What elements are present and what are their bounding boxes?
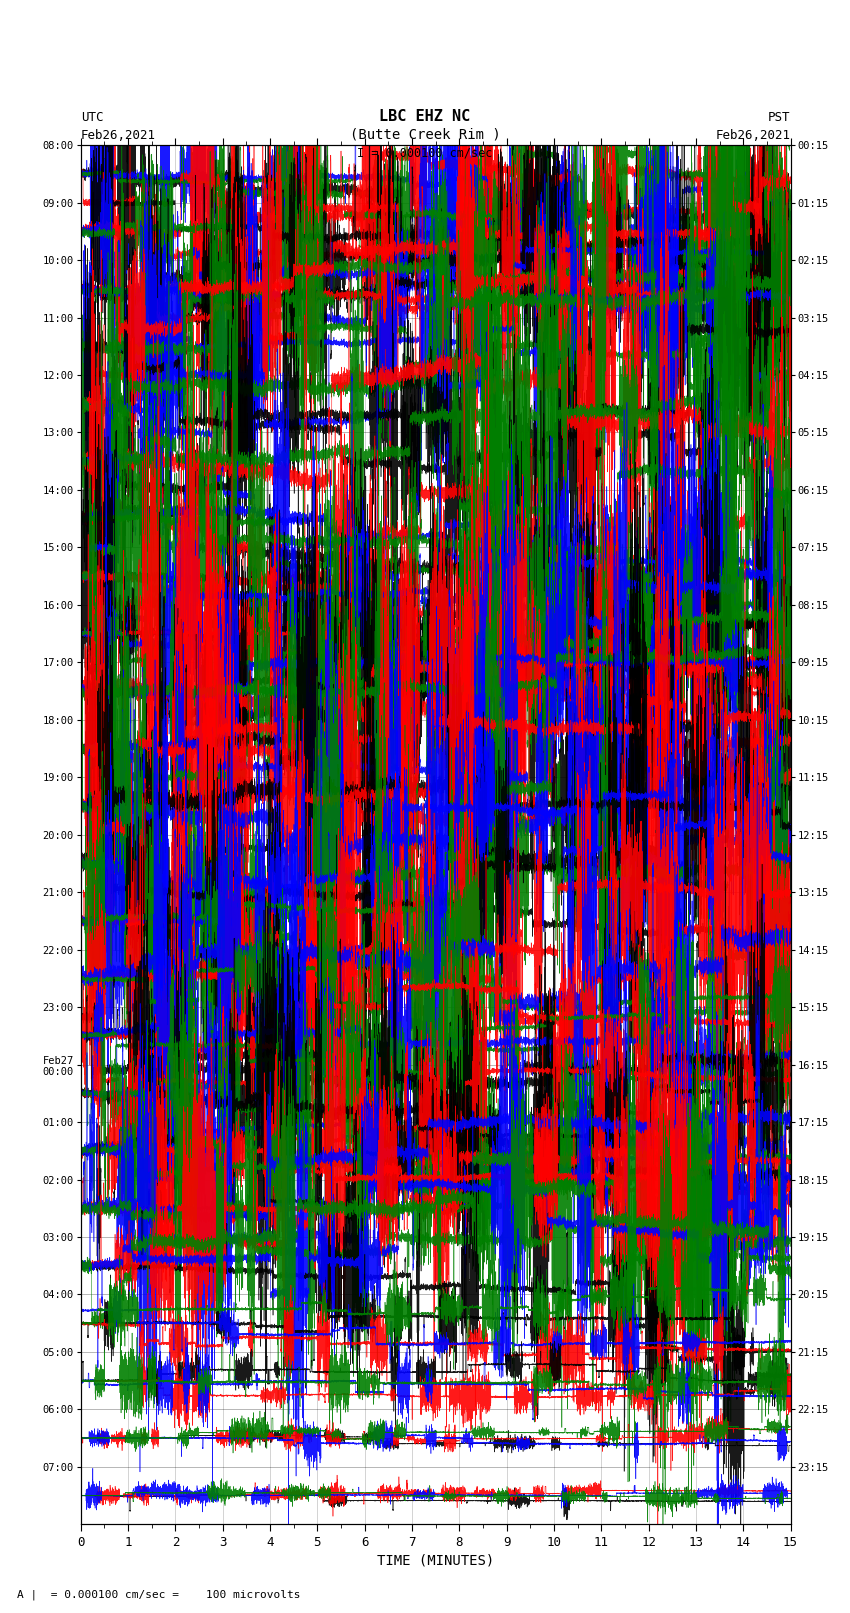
Text: I = 0.000100 cm/sec: I = 0.000100 cm/sec: [357, 147, 493, 160]
Text: UTC: UTC: [81, 111, 103, 124]
Text: PST: PST: [768, 111, 790, 124]
Text: LBC EHZ NC: LBC EHZ NC: [379, 110, 471, 124]
X-axis label: TIME (MINUTES): TIME (MINUTES): [377, 1553, 494, 1568]
Text: (Butte Creek Rim ): (Butte Creek Rim ): [349, 127, 501, 142]
Text: Feb26,2021: Feb26,2021: [716, 129, 790, 142]
Text: Feb26,2021: Feb26,2021: [81, 129, 156, 142]
Text: A |  = 0.000100 cm/sec =    100 microvolts: A | = 0.000100 cm/sec = 100 microvolts: [17, 1589, 301, 1600]
